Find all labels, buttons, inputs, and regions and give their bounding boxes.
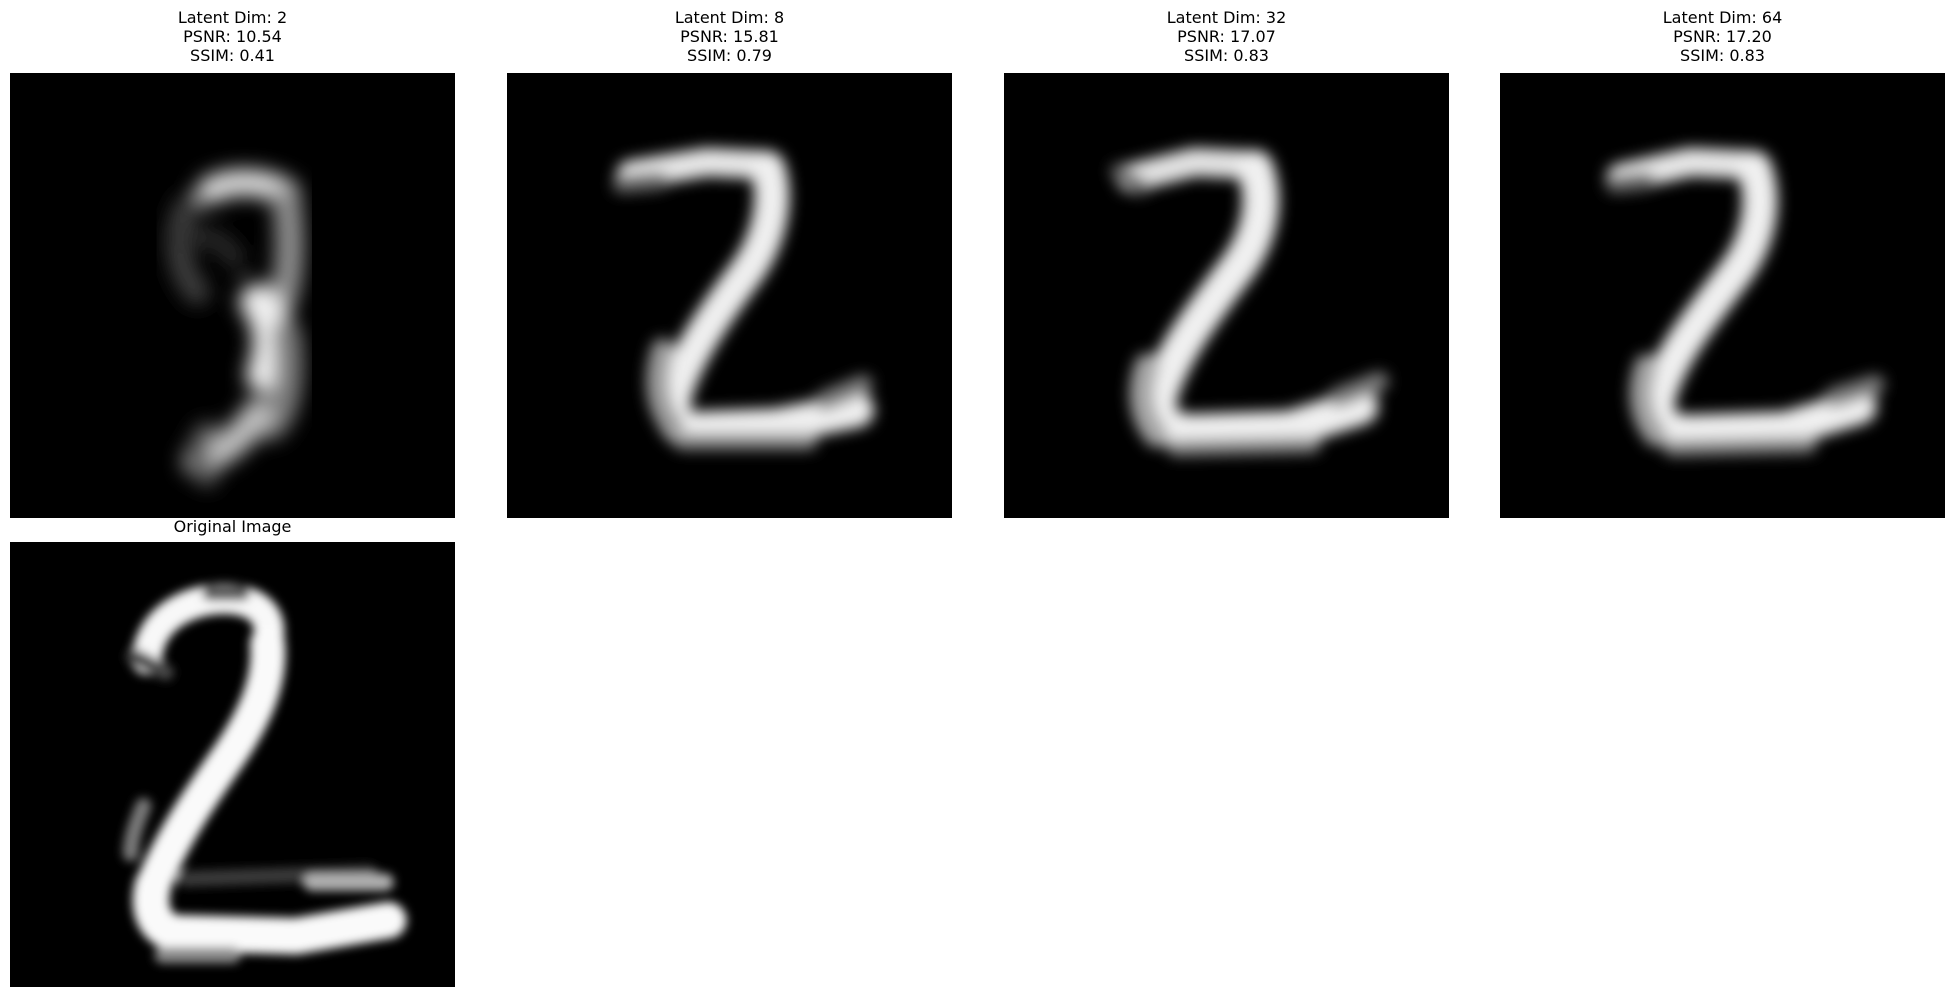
reconstructed-digit-image: [10, 73, 455, 518]
digit-canvas: [10, 542, 455, 987]
psnr-label: PSNR: 17.07: [1177, 27, 1276, 46]
digit-canvas: [10, 73, 455, 518]
latent-dim-label: Latent Dim: 8: [674, 8, 785, 27]
digit-canvas: [1500, 73, 1945, 518]
digit-canvas: [507, 73, 952, 518]
latent-dim-label: Latent Dim: 32: [1166, 8, 1287, 27]
panel-title: Latent Dim: 32 PSNR: 17.07 SSIM: 0.83: [1004, 8, 1449, 65]
psnr-label: PSNR: 15.81: [680, 27, 779, 46]
reconstructed-digit-image: [507, 73, 952, 518]
ssim-label: SSIM: 0.79: [687, 46, 772, 65]
latent-dim-label: Latent Dim: 2: [177, 8, 288, 27]
psnr-label: PSNR: 17.20: [1673, 27, 1772, 46]
reconstructed-digit-image: [1500, 73, 1945, 518]
original-digit-image: [10, 542, 455, 987]
ssim-label: SSIM: 0.41: [190, 46, 275, 65]
digit-canvas: [1004, 73, 1449, 518]
ssim-label: SSIM: 0.83: [1680, 46, 1765, 65]
panel-title: Latent Dim: 2 PSNR: 10.54 SSIM: 0.41: [10, 8, 455, 65]
ssim-label: SSIM: 0.83: [1184, 46, 1269, 65]
reconstructed-digit-image: [1004, 73, 1449, 518]
panel-title: Original Image: [10, 517, 455, 536]
latent-dim-label: Latent Dim: 64: [1662, 8, 1783, 27]
psnr-label: PSNR: 10.54: [183, 27, 282, 46]
panel-title: Latent Dim: 8 PSNR: 15.81 SSIM: 0.79: [507, 8, 952, 65]
panel-title: Latent Dim: 64 PSNR: 17.20 SSIM: 0.83: [1500, 8, 1945, 65]
original-image-label: Original Image: [173, 517, 292, 536]
